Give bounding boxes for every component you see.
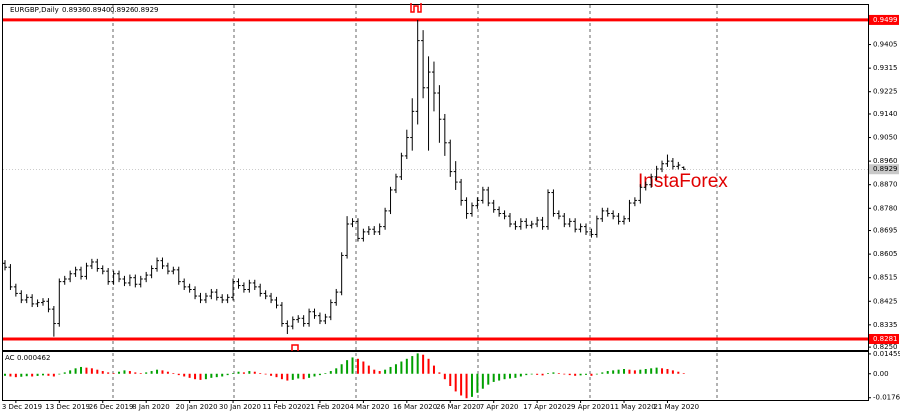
x-tick-label: 17 Apr 2020 — [523, 403, 566, 411]
indicator-last: 0.000462 — [17, 354, 50, 362]
x-tick-label: 26 Dec 2019 — [89, 403, 134, 411]
header-value: 0.8936 — [62, 6, 87, 14]
x-tick-label: 29 Apr 2020 — [567, 403, 610, 411]
y-tick-label: 0.8335 — [873, 321, 898, 329]
level-label: 0.8281 — [873, 335, 898, 343]
x-tick-label: 3 Dec 2019 — [2, 403, 42, 411]
x-tick-label: 7 Apr 2020 — [480, 403, 519, 411]
x-tick-label: 11 May 2020 — [610, 403, 656, 411]
y-tick-label: -0.01763 — [873, 394, 900, 402]
x-tick-label: 26 Mar 2020 — [436, 403, 480, 411]
x-tick-label: 13 Dec 2019 — [45, 403, 90, 411]
level-box — [869, 333, 899, 344]
y-tick-label: 0.8780 — [873, 204, 898, 212]
price-panel — [2, 4, 869, 351]
y-tick-label: 0.9050 — [873, 134, 898, 142]
period-separators — [112, 5, 718, 400]
y-tick-label: 0.8870 — [873, 181, 898, 189]
y-tick-label: 0.8515 — [873, 274, 898, 282]
y-tick-label: 0.8605 — [873, 250, 898, 258]
y-tick-label: 0.9225 — [873, 88, 898, 96]
y-tick-label: 0.9315 — [873, 64, 898, 72]
header-value: 0.8926 — [110, 6, 135, 14]
indicator-name: AC — [5, 354, 15, 362]
x-tick-label: 30 Jan 2020 — [219, 403, 261, 411]
x-tick-label: 16 Mar 2020 — [393, 403, 437, 411]
low-arrow — [291, 344, 299, 351]
watermark: InstaForex — [638, 171, 728, 192]
y-tick-label: 0.9405 — [873, 41, 898, 49]
y-tick-label: 0.8425 — [873, 297, 898, 305]
y-tick-label: 0.014596 — [873, 350, 900, 358]
x-tick-label: 4 Mar 2020 — [349, 403, 389, 411]
symbol-label: EURGBP,Daily — [10, 6, 59, 14]
y-tick-label: 0.8960 — [873, 157, 898, 165]
current-price-box — [869, 164, 899, 175]
indicator-panel — [2, 351, 869, 401]
header-value: 0.8929 — [134, 6, 159, 14]
y-tick-label: 0.9140 — [873, 110, 898, 118]
x-tick-label: 11 Feb 2020 — [263, 403, 307, 411]
level-label: 0.9499 — [873, 16, 898, 24]
y-tick-label: 0.00 — [873, 370, 889, 378]
x-tick-label: 20 Jan 2020 — [176, 403, 218, 411]
y-tick-label: 0.8250 — [873, 343, 898, 351]
x-tick-label: 21 Feb 2020 — [306, 403, 350, 411]
header-value: 0.8940 — [86, 6, 111, 14]
level-box — [869, 14, 899, 25]
current-price-label: 0.8929 — [873, 165, 898, 173]
high-arrow — [410, 3, 422, 13]
y-tick-label: 0.8695 — [873, 227, 898, 235]
x-tick-label: 21 May 2020 — [653, 403, 699, 411]
x-tick-label: 8 Jan 2020 — [132, 403, 170, 411]
